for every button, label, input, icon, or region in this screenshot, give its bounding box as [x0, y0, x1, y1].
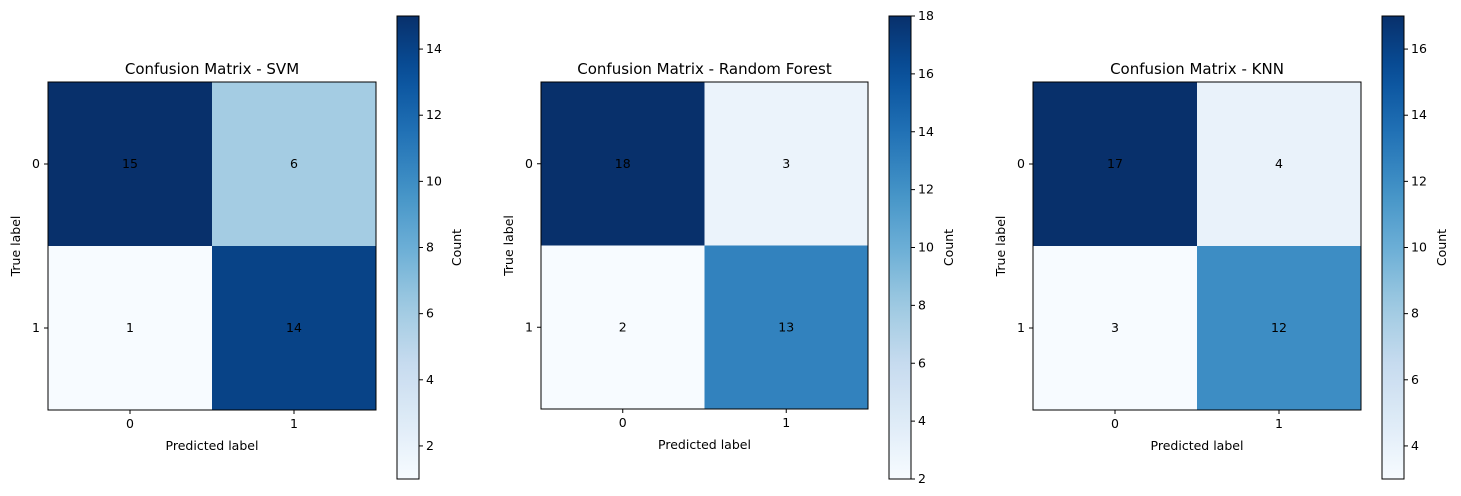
cell-value-1-0: 1: [126, 320, 134, 335]
matrix-cell-1-0: [48, 246, 212, 410]
matrix-cell-0-1: [704, 82, 868, 246]
axes-frame: [1032, 81, 1362, 411]
colorbar-tick-label: 4: [426, 372, 434, 387]
chart-title: Confusion Matrix - SVM: [125, 60, 299, 78]
colorbar-label: Count: [449, 229, 464, 266]
cell-value-0-0: 17: [1107, 156, 1123, 171]
colorbar-tick-label: 16: [918, 66, 934, 81]
y-tick-label: 0: [1017, 156, 1025, 171]
y-axis-label: True label: [993, 216, 1008, 278]
matrix-cell-1-0: [541, 245, 705, 409]
x-tick-label: 0: [619, 415, 627, 430]
chart-title: Confusion Matrix - Random Forest: [577, 60, 832, 78]
colorbar-tick-label: 10: [1411, 240, 1427, 255]
matrix-cell-0-0: [48, 82, 212, 246]
colorbar-tick-label: 2: [426, 438, 434, 453]
colorbar-tick-label: 4: [918, 413, 926, 428]
x-tick-label: 1: [1275, 416, 1283, 431]
colorbar-tick-label: 12: [918, 182, 934, 197]
colorbar-tick-label: 14: [918, 124, 934, 139]
x-axis-label: Predicted label: [658, 437, 751, 452]
colorbar-tick-label: 10: [918, 240, 934, 255]
colorbar-tick-label: 12: [1411, 173, 1427, 188]
y-tick-label: 0: [525, 156, 533, 171]
colorbar-tick-label: 6: [918, 355, 926, 370]
matrix-cell-1-1: [704, 245, 868, 409]
y-axis-label: True label: [8, 216, 23, 278]
y-tick-label: 1: [525, 319, 533, 334]
colorbar-tick-label: 8: [1411, 306, 1419, 321]
y-axis-label: True label: [501, 215, 516, 277]
cell-value-1-0: 2: [619, 319, 627, 334]
colorbar: [396, 15, 420, 480]
colorbar-label: Count: [1434, 229, 1449, 266]
x-axis-label: Predicted label: [1151, 438, 1244, 453]
matrix-cell-0-0: [1033, 82, 1197, 246]
colorbar-tick-label: 18: [918, 8, 934, 23]
cell-value-0-0: 15: [122, 156, 138, 171]
cell-value-0-1: 3: [782, 156, 790, 171]
matrix-cell-1-1: [1197, 246, 1361, 410]
matrix-cell-0-1: [212, 82, 376, 246]
cell-value-1-1: 12: [1271, 320, 1287, 335]
colorbar-tick-label: 8: [426, 240, 434, 255]
cell-value-1-1: 13: [778, 319, 794, 334]
matrix-cell-1-0: [1033, 246, 1197, 410]
matrix-cell-0-0: [541, 82, 705, 246]
colorbar-tick-label: 14: [1411, 107, 1427, 122]
y-tick-label: 1: [32, 320, 40, 335]
axes-frame: [540, 81, 869, 410]
colorbar-tick-label: 14: [426, 41, 442, 56]
cell-value-1-0: 3: [1111, 320, 1119, 335]
y-tick-label: 1: [1017, 320, 1025, 335]
cell-value-0-0: 18: [615, 156, 631, 171]
colorbar-tick-label: 2: [918, 471, 926, 486]
colorbar-tick-label: 10: [426, 173, 442, 188]
colorbar-tick-label: 6: [1411, 372, 1419, 387]
x-tick-label: 1: [782, 415, 790, 430]
colorbar-tick-label: 6: [426, 306, 434, 321]
colorbar-label: Count: [941, 229, 956, 266]
cell-value-0-1: 6: [290, 156, 298, 171]
x-tick-label: 0: [1111, 416, 1119, 431]
x-tick-label: 1: [290, 416, 298, 431]
colorbar-tick-label: 4: [1411, 438, 1419, 453]
cell-value-1-1: 14: [286, 320, 302, 335]
colorbar-tick-label: 12: [426, 107, 442, 122]
axes-frame: [47, 81, 377, 411]
colorbar: [1381, 15, 1405, 480]
matrix-cell-0-1: [1197, 82, 1361, 246]
chart-title: Confusion Matrix - KNN: [1110, 60, 1284, 78]
colorbar-tick-label: 8: [918, 297, 926, 312]
x-tick-label: 0: [126, 416, 134, 431]
x-axis-label: Predicted label: [166, 438, 259, 453]
cell-value-0-1: 4: [1275, 156, 1283, 171]
colorbar-tick-label: 16: [1411, 41, 1427, 56]
y-tick-label: 0: [32, 156, 40, 171]
matrix-cell-1-1: [212, 246, 376, 410]
colorbar: [888, 15, 912, 480]
